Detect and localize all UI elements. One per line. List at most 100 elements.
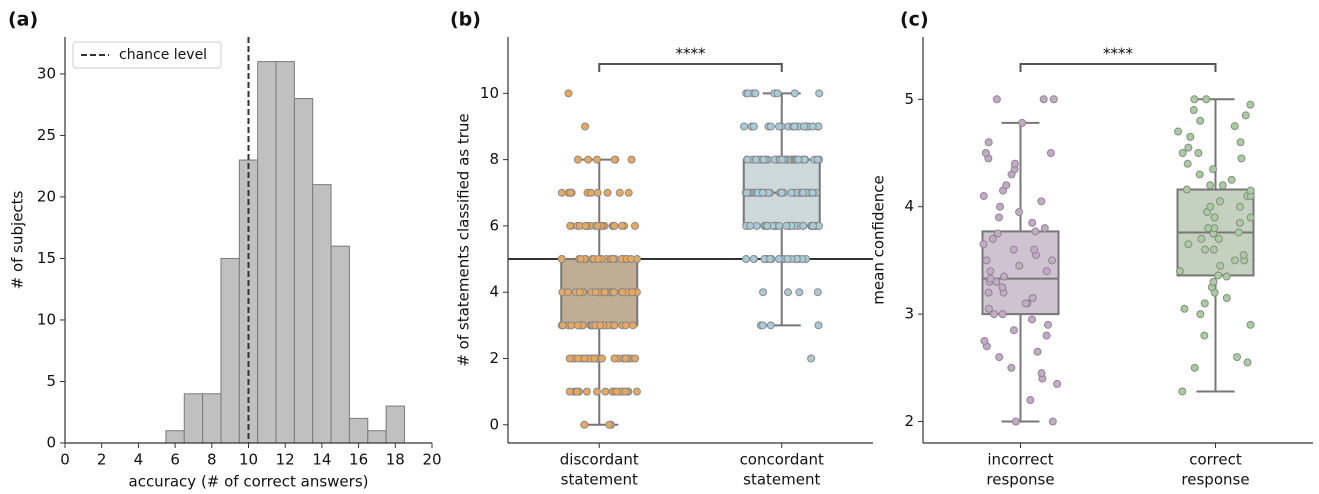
bar bbox=[312, 184, 332, 444]
point bbox=[1015, 208, 1024, 217]
point bbox=[1201, 245, 1210, 254]
x-tick-label: 2 bbox=[97, 451, 107, 469]
point bbox=[596, 321, 605, 330]
point bbox=[1234, 228, 1243, 237]
legend-label: chance level bbox=[119, 47, 207, 63]
point bbox=[1209, 245, 1218, 254]
point bbox=[558, 321, 567, 330]
point bbox=[1246, 320, 1255, 329]
point bbox=[1227, 175, 1236, 184]
point bbox=[1235, 202, 1244, 211]
point bbox=[743, 89, 752, 98]
x-tick-label: 8 bbox=[207, 451, 217, 469]
x-tick-label: statement bbox=[561, 471, 638, 489]
point bbox=[1015, 261, 1024, 270]
point bbox=[580, 420, 589, 429]
point bbox=[1018, 118, 1027, 127]
point bbox=[990, 310, 999, 319]
bar bbox=[293, 98, 314, 444]
point bbox=[984, 304, 993, 313]
point bbox=[996, 202, 1005, 211]
point bbox=[582, 387, 591, 396]
y-axis-label: # of statements classified as true bbox=[455, 113, 473, 366]
point bbox=[1189, 106, 1198, 115]
point bbox=[1174, 127, 1183, 136]
point bbox=[631, 354, 640, 363]
point bbox=[609, 288, 618, 297]
point bbox=[1246, 186, 1255, 195]
point bbox=[998, 310, 1007, 319]
point bbox=[982, 256, 991, 265]
point bbox=[1202, 95, 1211, 104]
y-tick-label: 0 bbox=[489, 415, 499, 433]
point bbox=[1231, 256, 1240, 265]
point bbox=[813, 288, 822, 297]
x-tick-label: incorrect bbox=[987, 451, 1053, 469]
point bbox=[995, 353, 1004, 362]
point bbox=[794, 155, 803, 164]
point bbox=[1236, 138, 1245, 147]
point bbox=[808, 188, 817, 197]
point bbox=[1218, 181, 1227, 190]
y-tick-label: 2 bbox=[904, 412, 914, 430]
point bbox=[600, 288, 609, 297]
box bbox=[981, 230, 1060, 316]
point bbox=[1028, 315, 1037, 324]
point bbox=[566, 221, 575, 230]
point bbox=[1178, 387, 1187, 396]
point bbox=[576, 255, 585, 264]
point bbox=[740, 122, 749, 131]
point bbox=[580, 354, 589, 363]
point bbox=[746, 221, 755, 230]
point bbox=[1011, 417, 1020, 426]
point bbox=[1222, 294, 1231, 302]
point bbox=[752, 221, 761, 230]
y-tick-label: 3 bbox=[904, 305, 914, 323]
point bbox=[557, 255, 566, 264]
point bbox=[627, 155, 636, 164]
point bbox=[766, 122, 775, 131]
point bbox=[1197, 234, 1206, 243]
x-tick-label: response bbox=[986, 471, 1054, 489]
point bbox=[1009, 326, 1018, 335]
significance-label: **** bbox=[676, 45, 707, 63]
x-tick-label: 10 bbox=[239, 451, 258, 469]
panel-label: (a) bbox=[8, 9, 38, 31]
point bbox=[783, 288, 792, 297]
point bbox=[1007, 363, 1016, 372]
point bbox=[992, 95, 1001, 104]
point bbox=[594, 255, 603, 264]
point bbox=[567, 321, 576, 330]
y-tick-label: 25 bbox=[37, 126, 56, 144]
point bbox=[1009, 245, 1018, 254]
y-tick-label: 4 bbox=[489, 283, 499, 301]
point bbox=[1200, 299, 1209, 308]
point bbox=[632, 387, 641, 396]
point bbox=[591, 288, 600, 297]
point bbox=[565, 354, 574, 363]
point bbox=[581, 122, 590, 131]
y-tick-label: 10 bbox=[480, 84, 499, 102]
point bbox=[1190, 363, 1199, 372]
point bbox=[592, 387, 601, 396]
point bbox=[601, 387, 610, 396]
point bbox=[1204, 224, 1213, 233]
point bbox=[1183, 159, 1192, 168]
point bbox=[984, 138, 993, 147]
point bbox=[593, 188, 602, 197]
x-tick-label: 12 bbox=[276, 451, 295, 469]
point bbox=[742, 255, 751, 264]
point bbox=[752, 155, 761, 164]
y-tick-label: 15 bbox=[37, 249, 56, 267]
point bbox=[1042, 331, 1051, 340]
point bbox=[758, 188, 767, 197]
point bbox=[795, 288, 804, 297]
significance-bracket bbox=[1019, 63, 1217, 72]
point bbox=[1243, 358, 1252, 367]
point bbox=[1235, 218, 1244, 227]
point bbox=[610, 321, 619, 330]
point bbox=[581, 221, 590, 230]
point bbox=[1215, 197, 1224, 206]
point bbox=[1033, 347, 1042, 356]
